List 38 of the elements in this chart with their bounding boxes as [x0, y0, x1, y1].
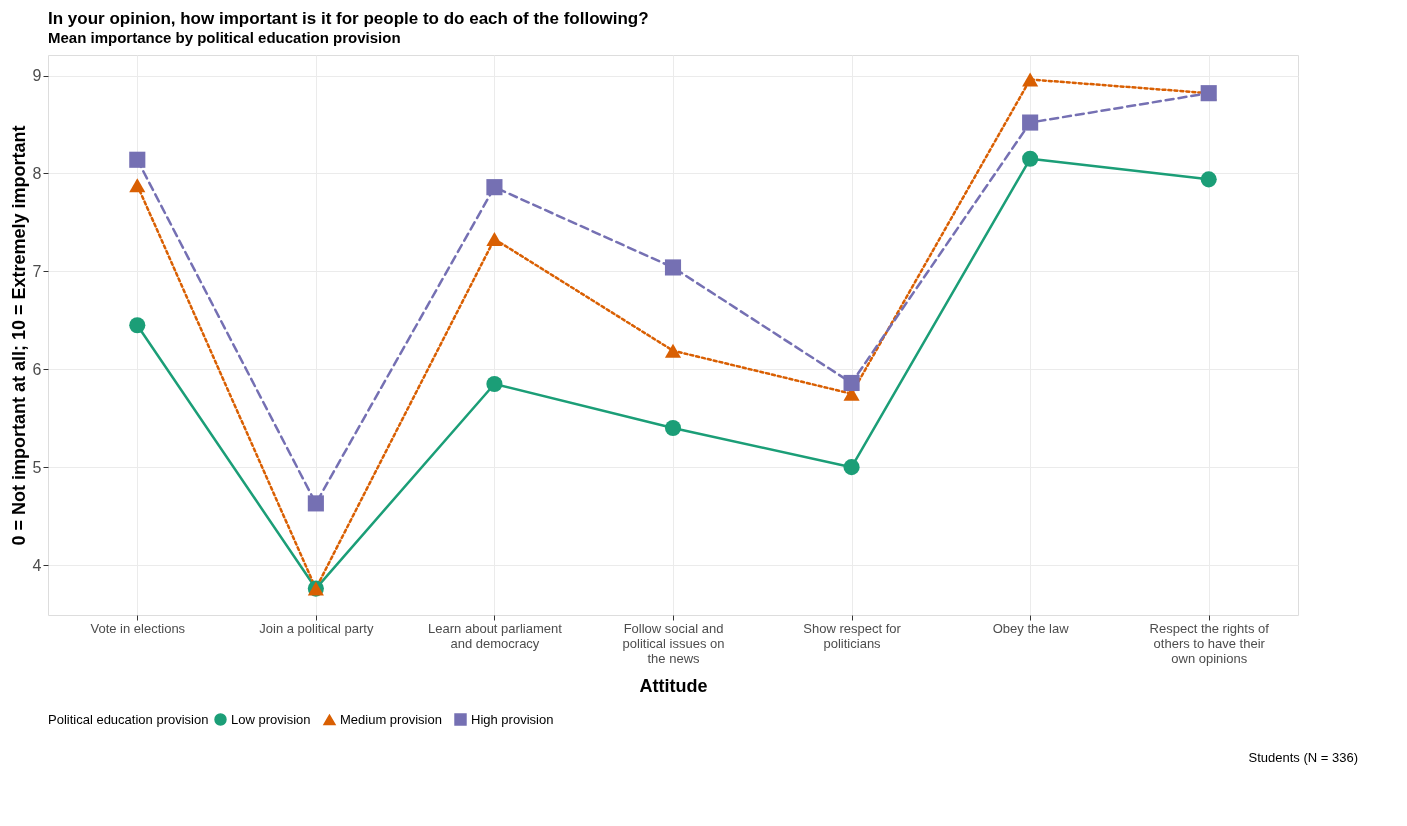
- point: [486, 232, 503, 247]
- point: [664, 259, 682, 276]
- point: [129, 178, 146, 193]
- point: [843, 459, 860, 476]
- point: [664, 343, 682, 358]
- chart-subtitle: Mean importance by political education provision: [48, 29, 401, 46]
- legend-label: High provision: [471, 711, 554, 727]
- point: [1022, 114, 1039, 131]
- chart-title: In your opinion, how important is it for people to do each of the following?: [48, 9, 649, 28]
- x-tick-label: Show respect for politicians: [803, 620, 902, 651]
- y-tick-label: 7: [32, 262, 42, 280]
- legend-label: Low provision: [231, 711, 311, 727]
- x-tick-label: Vote in elections: [90, 620, 186, 636]
- y-axis-title: 0 = Not important at all; 10 = Extremely important: [8, 125, 29, 546]
- point: [664, 419, 682, 437]
- point: [1200, 171, 1217, 188]
- x-axis-title: Attitude: [639, 675, 708, 696]
- x-tick-label: Obey the law: [992, 620, 1070, 636]
- y-tick-label: 9: [32, 67, 42, 85]
- legend-label: Medium provision: [340, 711, 442, 727]
- x-tick-label: Learn about parliament and democracy: [428, 620, 563, 651]
- point: [129, 151, 146, 168]
- text: Students (N = 336): [1248, 750, 1358, 765]
- y-tick-label: 8: [32, 164, 42, 182]
- point: [1022, 150, 1039, 167]
- x-tick-label: Join a political party: [259, 620, 374, 636]
- y-tick-label: 5: [32, 458, 42, 476]
- x-tick-label: Follow social and political issues on the news: [622, 620, 725, 666]
- y-tick-label: 4: [32, 556, 42, 574]
- point: [486, 375, 503, 392]
- point: [307, 495, 324, 512]
- point: [843, 374, 860, 392]
- point: [486, 179, 503, 196]
- point: [129, 317, 146, 334]
- point: [1022, 72, 1039, 87]
- legend-title: Political education provision: [48, 712, 209, 727]
- y-tick-label: 6: [32, 360, 42, 378]
- x-tick-label: Respect the rights of others to have their own opinions: [1149, 620, 1270, 666]
